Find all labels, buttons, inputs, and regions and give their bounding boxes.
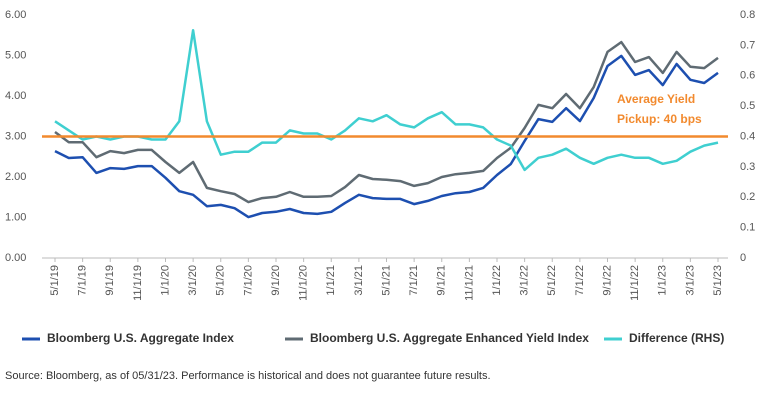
annotation: Pickup: 40 bps — [617, 112, 702, 126]
y-tick-label: 4.00 — [5, 90, 26, 102]
y-tick-label: 1.00 — [5, 211, 26, 223]
source-note: Source: Bloomberg, as of 05/31/23. Perfo… — [5, 370, 491, 382]
y-tick-label: 0.00 — [5, 252, 26, 264]
x-tick-label: 9/1/19 — [104, 265, 116, 296]
x-tick-label: 7/1/20 — [242, 265, 254, 296]
y2-tick-label: 0 — [740, 252, 746, 264]
x-tick-label: 11/1/22 — [629, 265, 641, 301]
legend-label: Bloomberg U.S. Aggregate Index — [47, 331, 234, 345]
series-line — [54, 54, 719, 219]
x-tick-label: 9/1/22 — [601, 265, 613, 296]
y2-tick-label: 0.6 — [740, 70, 755, 82]
x-tick-label: 9/1/20 — [270, 265, 282, 296]
y2-tick-label: 0.5 — [740, 100, 755, 112]
y2-tick-label: 0.3 — [740, 161, 755, 173]
x-tick-label: 1/1/23 — [657, 265, 669, 296]
x-tick-label: 11/1/20 — [298, 265, 310, 301]
annotation: Average Yield — [617, 92, 695, 106]
series-line — [54, 28, 719, 172]
y-tick-label: 2.00 — [5, 171, 26, 183]
y-tick-label: 6.00 — [5, 9, 26, 21]
x-tick-label: 7/1/21 — [408, 265, 420, 296]
x-tick-label: 1/1/22 — [491, 265, 503, 296]
x-tick-label: 11/1/19 — [132, 265, 144, 301]
x-tick-label: 5/1/22 — [546, 265, 558, 296]
x-tick-label: 5/1/20 — [215, 265, 227, 296]
legend-label: Difference (RHS) — [629, 331, 724, 345]
x-tick-label: 9/1/21 — [436, 265, 448, 296]
x-tick-label: 5/1/23 — [712, 265, 724, 296]
series-line — [54, 40, 719, 204]
y-tick-label: 3.00 — [5, 130, 26, 142]
x-tick-label: 5/1/19 — [49, 265, 61, 296]
legend-label: Bloomberg U.S. Aggregate Enhanced Yield … — [310, 331, 589, 345]
y2-tick-label: 0.7 — [740, 39, 755, 51]
y2-tick-label: 0.4 — [740, 130, 755, 142]
y2-tick-label: 0.1 — [740, 222, 755, 234]
x-tick-label: 11/1/21 — [463, 265, 475, 301]
x-tick-label: 1/1/20 — [159, 265, 171, 296]
x-tick-label: 5/1/21 — [380, 265, 392, 296]
y-tick-label: 5.00 — [5, 49, 26, 61]
y2-tick-label: 0.2 — [740, 191, 755, 203]
x-tick-label: 3/1/23 — [684, 265, 696, 296]
x-tick-label: 3/1/22 — [519, 265, 531, 296]
x-tick-label: 3/1/21 — [353, 265, 365, 296]
x-tick-label: 1/1/21 — [325, 265, 337, 296]
y2-tick-label: 0.8 — [740, 9, 755, 21]
x-tick-label: 3/1/20 — [187, 265, 199, 296]
x-tick-label: 7/1/22 — [574, 265, 586, 296]
x-tick-label: 7/1/19 — [77, 265, 89, 296]
